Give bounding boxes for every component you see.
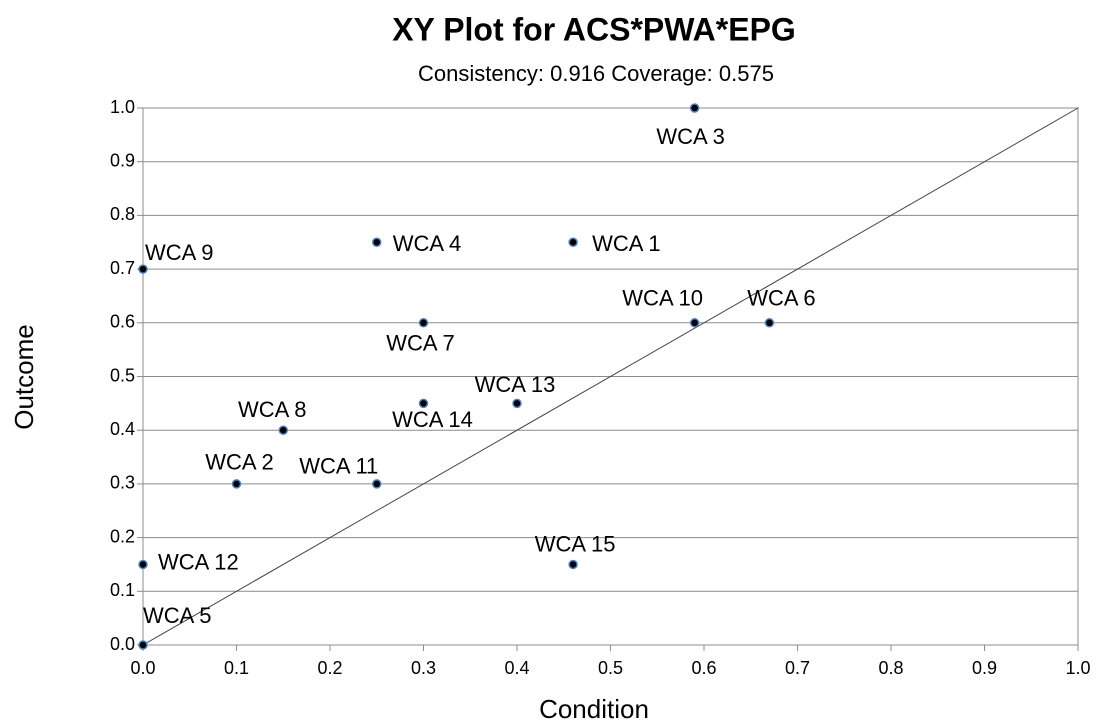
x-tick-label: 0.2 [317, 658, 342, 678]
point-label: WCA 13 [475, 372, 556, 397]
y-tick-label: 0.5 [110, 365, 135, 385]
point [138, 640, 148, 650]
point [764, 318, 775, 328]
point [278, 425, 288, 435]
point [138, 559, 148, 570]
x-tick-label: 1.0 [1065, 658, 1090, 678]
point-label: WCA 4 [393, 231, 461, 256]
point-label: WCA 11 [299, 454, 378, 479]
point [372, 479, 382, 489]
point [418, 318, 429, 328]
diagonal-reference [142, 107, 1079, 646]
x-tick-label: 0.3 [411, 658, 436, 678]
x-tick-label: 0.0 [130, 658, 155, 678]
point-label: WCA 1 [592, 231, 660, 256]
y-axis-title: Outcome [9, 324, 39, 430]
point-label: WCA 5 [143, 603, 211, 628]
point-label: WCA 8 [238, 397, 306, 422]
x-axis-title: Condition [539, 694, 649, 724]
y-tick-label: 1.0 [110, 97, 135, 117]
y-tick-label: 0.6 [110, 312, 135, 332]
y-tick-label: 0.1 [110, 580, 135, 600]
point-label: WCA 10 [622, 286, 703, 311]
point-label: WCA 2 [205, 450, 273, 475]
y-tick-label: 0.9 [110, 150, 135, 170]
point-label: WCA 7 [386, 331, 454, 356]
point [138, 264, 148, 274]
x-tick-label: 0.5 [598, 658, 623, 678]
x-tick-label: 0.9 [972, 658, 997, 678]
point-label: WCA 15 [535, 531, 616, 556]
point [689, 318, 700, 328]
y-tick-label: 0.7 [110, 258, 135, 278]
point-label: WCA 9 [145, 240, 213, 265]
x-tick-label: 0.6 [691, 658, 716, 678]
y-tick-label: 0.2 [110, 526, 135, 546]
x-tick-label: 0.7 [785, 658, 810, 678]
point-label: WCA 6 [747, 286, 815, 311]
plot-frame [142, 107, 1079, 646]
point [512, 398, 522, 409]
point [372, 237, 382, 247]
chart-title: XY Plot for ACS*PWA*EPG [392, 11, 796, 47]
y-tick-label: 0.3 [110, 473, 135, 493]
point-label: WCA 14 [392, 407, 473, 432]
point [689, 103, 700, 113]
y-tick-label: 0.4 [110, 419, 135, 439]
chart-subtitle: Consistency: 0.916 Coverage: 0.575 [418, 61, 774, 86]
y-tick-label: 0.0 [110, 634, 135, 654]
x-tick-label: 0.8 [878, 658, 903, 678]
point [568, 237, 578, 247]
point [568, 559, 578, 570]
point-label: WCA 12 [158, 549, 239, 574]
x-tick-label: 0.4 [504, 658, 529, 678]
point [231, 479, 242, 489]
y-tick-label: 0.8 [110, 204, 135, 224]
x-tick-label: 0.1 [224, 658, 249, 678]
point-label: WCA 3 [656, 124, 724, 149]
point [418, 398, 429, 409]
